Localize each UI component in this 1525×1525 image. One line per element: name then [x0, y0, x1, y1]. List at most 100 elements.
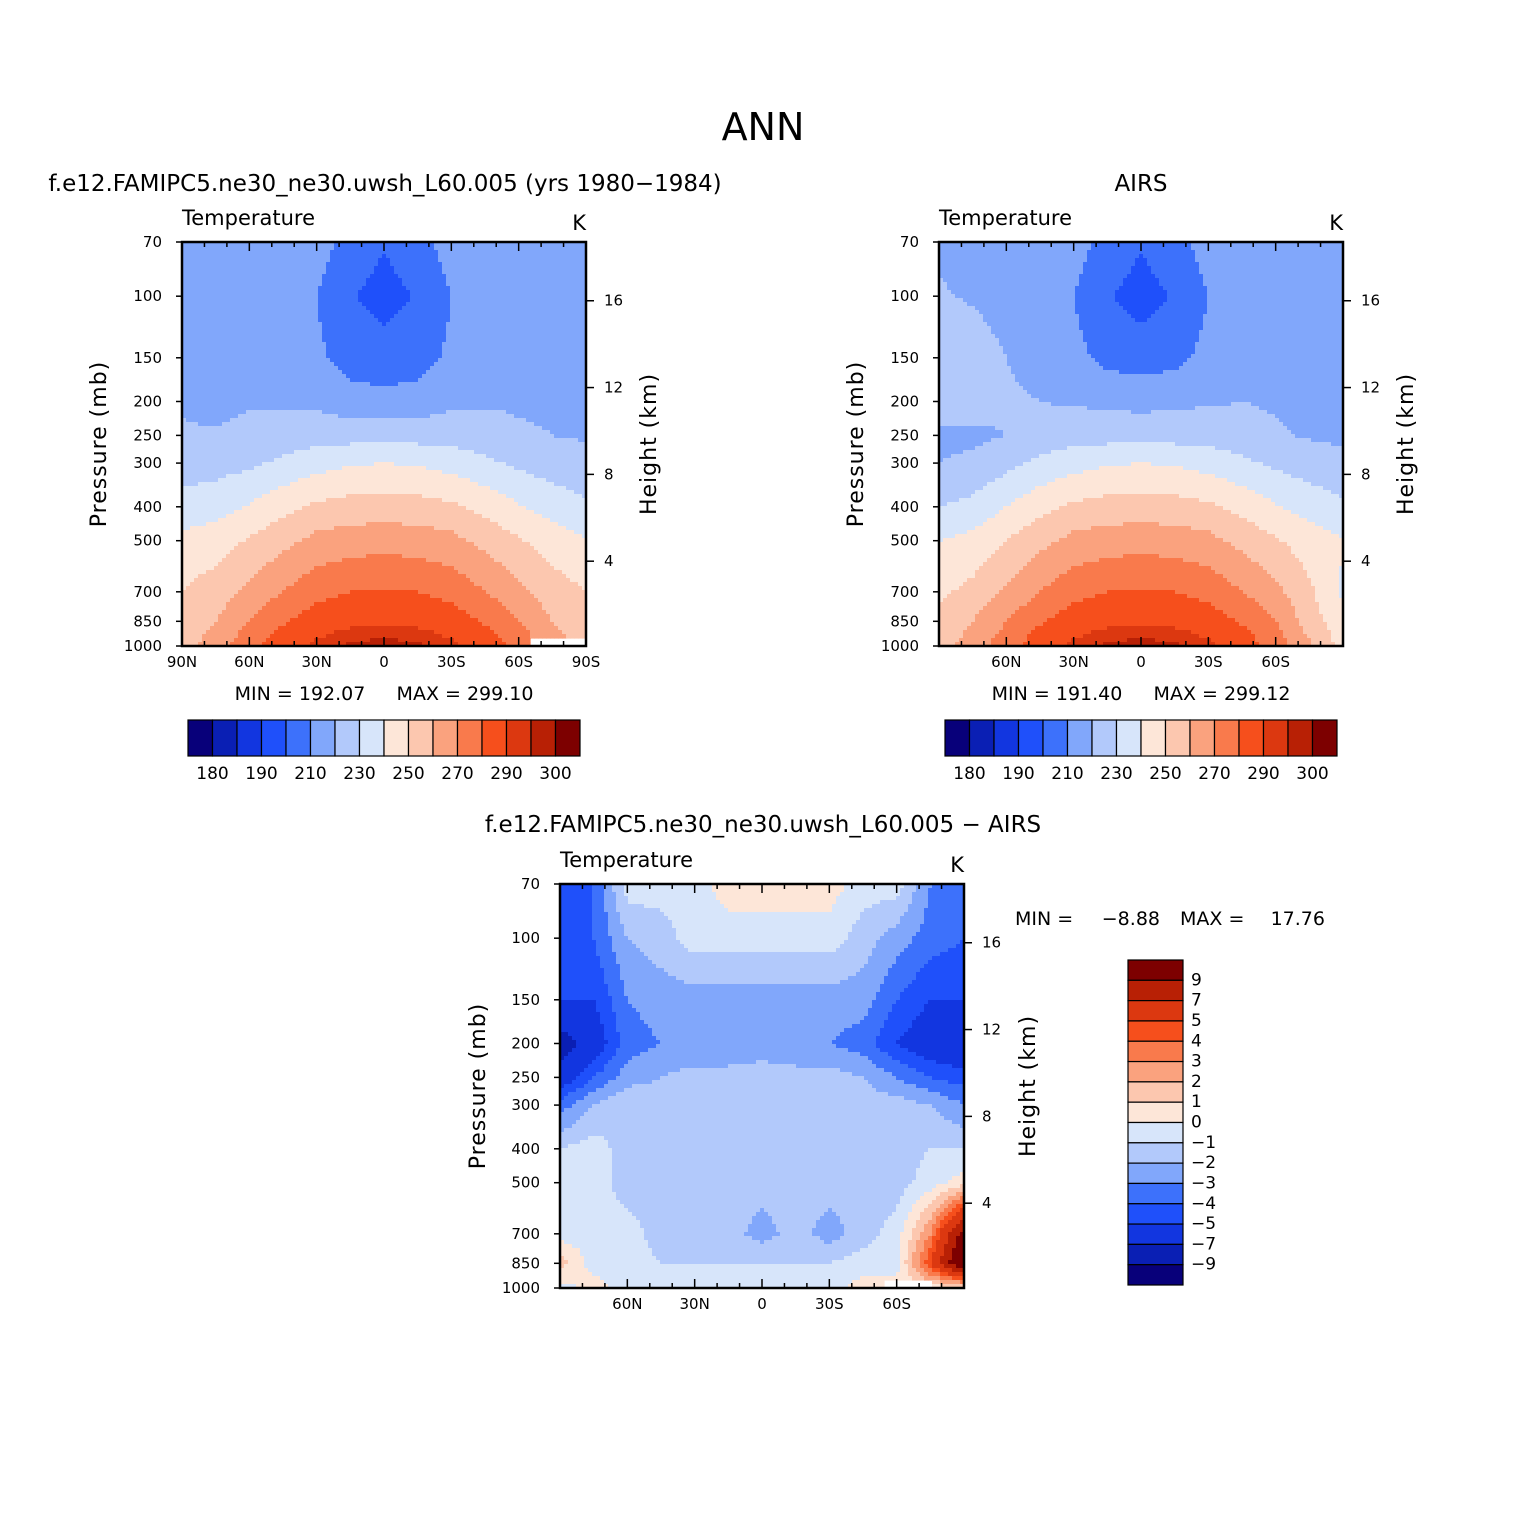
heat-cell	[274, 386, 279, 391]
heat-cell	[474, 362, 479, 367]
heat-cell	[370, 410, 375, 415]
heat-cell	[266, 358, 271, 363]
heat-cell	[506, 318, 511, 323]
heat-cell	[278, 378, 283, 383]
heat-cell	[422, 366, 427, 371]
heat-cell	[574, 422, 579, 427]
heat-cell	[474, 374, 479, 379]
heat-cell	[570, 254, 575, 259]
heat-cell	[462, 390, 467, 395]
heat-cell	[278, 334, 283, 339]
heat-cell	[278, 362, 283, 367]
heat-cell	[550, 378, 555, 383]
heat-cell	[402, 390, 407, 395]
heat-cell	[310, 346, 315, 351]
heat-cell	[530, 290, 535, 295]
heat-cell	[322, 358, 327, 363]
heat-cell	[334, 262, 339, 267]
heat-cell	[226, 386, 231, 391]
heat-cell	[534, 402, 539, 407]
heat-cell	[378, 266, 383, 271]
heat-cell	[398, 246, 403, 251]
heat-cell	[346, 438, 351, 443]
heat-cell	[394, 410, 399, 415]
heat-cell	[526, 430, 531, 435]
heat-cell	[182, 358, 187, 363]
heat-cell	[318, 258, 323, 263]
heat-cell	[434, 258, 439, 263]
heat-cell	[322, 398, 327, 403]
heat-cell	[238, 286, 243, 291]
heat-cell	[338, 310, 343, 315]
heat-cell	[270, 422, 275, 427]
heat-cell	[226, 278, 231, 283]
heat-cell	[518, 370, 523, 375]
heat-cell	[502, 406, 507, 411]
heat-cell	[482, 350, 487, 355]
heat-cell	[490, 250, 495, 255]
heat-cell	[274, 438, 279, 443]
heat-cell	[510, 262, 515, 267]
heat-cell	[306, 402, 311, 407]
heat-cell	[362, 302, 367, 307]
heat-cell	[474, 266, 479, 271]
heat-cell	[370, 246, 375, 251]
heat-cell	[490, 338, 495, 343]
heat-cell	[230, 406, 235, 411]
heat-cell	[454, 318, 459, 323]
heat-cell	[406, 278, 411, 283]
heat-cell	[318, 282, 323, 287]
heat-cell	[182, 266, 187, 271]
heat-cell	[494, 366, 499, 371]
heat-cell	[318, 290, 323, 295]
heat-cell	[370, 430, 375, 435]
heat-cell	[294, 262, 299, 267]
heat-cell	[354, 398, 359, 403]
heat-cell	[350, 318, 355, 323]
heat-cell	[350, 270, 355, 275]
heat-cell	[454, 414, 459, 419]
heat-cell	[310, 406, 315, 411]
heat-cell	[318, 430, 323, 435]
heat-cell	[254, 258, 259, 263]
heat-cell	[194, 242, 199, 247]
heat-cell	[186, 398, 191, 403]
heat-cell	[570, 354, 575, 359]
heat-cell	[302, 414, 307, 419]
heat-cell	[374, 430, 379, 435]
heat-cell	[366, 362, 371, 367]
heat-cell	[478, 382, 483, 387]
heat-cell	[390, 374, 395, 379]
heat-cell	[542, 274, 547, 279]
heat-cell	[190, 294, 195, 299]
heat-cell	[482, 330, 487, 335]
heat-cell	[562, 298, 567, 303]
heat-cell	[554, 426, 559, 431]
heat-cell	[182, 274, 187, 279]
heat-cell	[482, 342, 487, 347]
heat-cell	[202, 438, 207, 443]
heat-cell	[478, 266, 483, 271]
heat-cell	[266, 282, 271, 287]
heat-cell	[490, 374, 495, 379]
heat-cell	[562, 418, 567, 423]
heat-cell	[354, 406, 359, 411]
heat-cell	[286, 294, 291, 299]
heat-cell	[574, 290, 579, 295]
heat-cell	[498, 406, 503, 411]
heat-cell	[182, 378, 187, 383]
heat-cell	[578, 342, 583, 347]
heat-cell	[438, 294, 443, 299]
heat-cell	[238, 310, 243, 315]
heat-cell	[462, 402, 467, 407]
heat-cell	[326, 282, 331, 287]
heat-cell	[354, 358, 359, 363]
heat-cell	[334, 434, 339, 439]
heat-cell	[570, 346, 575, 351]
heat-cell	[306, 370, 311, 375]
heat-cell	[566, 410, 571, 415]
heat-cell	[550, 302, 555, 307]
heat-cell	[526, 378, 531, 383]
heat-cell	[194, 322, 199, 327]
heat-cell	[518, 330, 523, 335]
